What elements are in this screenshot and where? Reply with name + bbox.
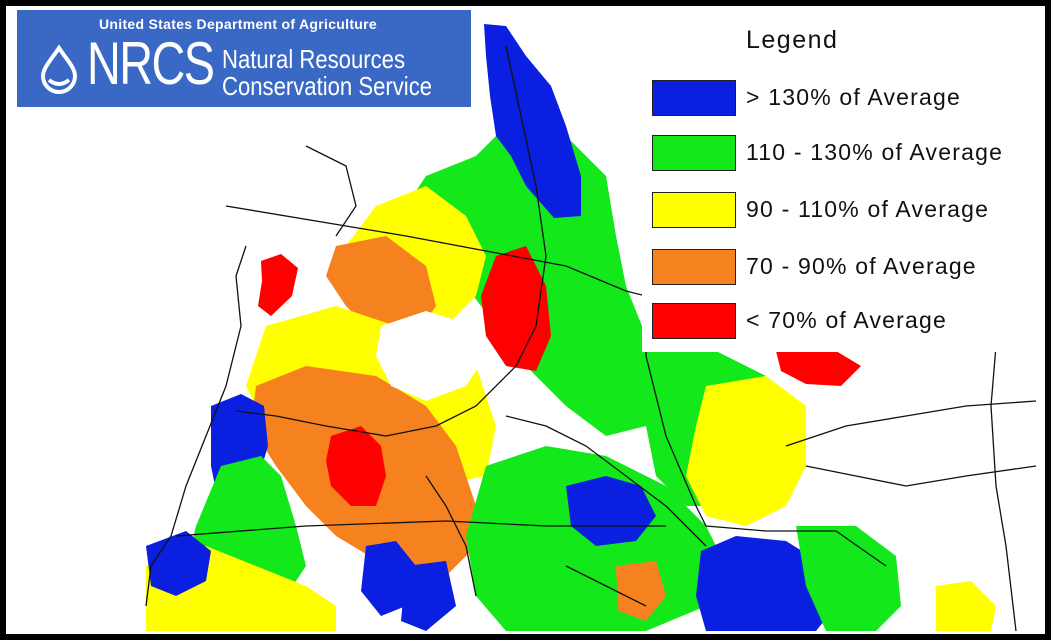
nrcs-logo: United States Department of Agriculture … — [17, 10, 471, 107]
basin-orange-south — [616, 561, 666, 621]
state-boundary-montana — [990, 345, 1017, 632]
legend-swatch — [652, 135, 736, 171]
basin-red-central — [481, 246, 551, 371]
basin-red-east — [776, 351, 861, 386]
river-snake — [505, 415, 707, 547]
legend-swatch — [652, 192, 736, 228]
legend-swatch — [652, 80, 736, 116]
agency-abbreviation: NRCS — [87, 30, 215, 97]
legend-title: Legend — [746, 26, 839, 54]
legend-label: 90 - 110% of Average — [746, 196, 990, 222]
basin-yellow-southeast — [936, 581, 996, 631]
basin-blue-southcentral — [566, 476, 656, 546]
river-network-5 — [425, 475, 477, 597]
river-network-1 — [305, 145, 357, 237]
basin-blue-southwest — [361, 541, 416, 616]
legend-label: > 130% of Average — [746, 84, 961, 110]
service-line-2: Conservation Service — [222, 71, 433, 101]
coast-line — [145, 245, 247, 607]
legend-swatch — [652, 303, 736, 339]
basin-blue-south — [146, 531, 211, 596]
river-network-2 — [785, 400, 1037, 447]
basin-blue-southeast — [696, 536, 836, 631]
basin-yellow-east — [686, 376, 806, 526]
basin-regions — [146, 24, 996, 631]
water-drop-icon — [40, 44, 78, 94]
basin-orange-central — [326, 236, 436, 336]
basin-white-interior — [376, 311, 486, 401]
river-network-3 — [805, 465, 1037, 487]
service-line-1: Natural Resources — [222, 44, 406, 74]
state-boundary-oregon — [175, 520, 666, 537]
state-boundary-canada — [225, 205, 647, 297]
river-columbia — [235, 45, 547, 437]
basin-red-west — [326, 426, 386, 506]
basin-red-puget — [258, 254, 298, 316]
legend-label: < 70% of Average — [746, 307, 947, 333]
basin-blue-south2 — [401, 561, 456, 631]
rivers-boundaries — [145, 45, 1037, 632]
basin-green-southeast — [796, 526, 901, 631]
legend-label: 70 - 90% of Average — [746, 253, 977, 279]
basin-blue-north — [484, 24, 581, 218]
state-boundary-idaho — [645, 296, 887, 567]
agency-name: United States Department of Agriculture — [99, 16, 377, 32]
river-network-4 — [565, 565, 647, 607]
legend-label: 110 - 130% of Average — [746, 139, 1004, 165]
legend-swatch — [652, 249, 736, 285]
map-legend: Legend > 130% of Average 110 - 130% of A… — [642, 14, 1039, 352]
